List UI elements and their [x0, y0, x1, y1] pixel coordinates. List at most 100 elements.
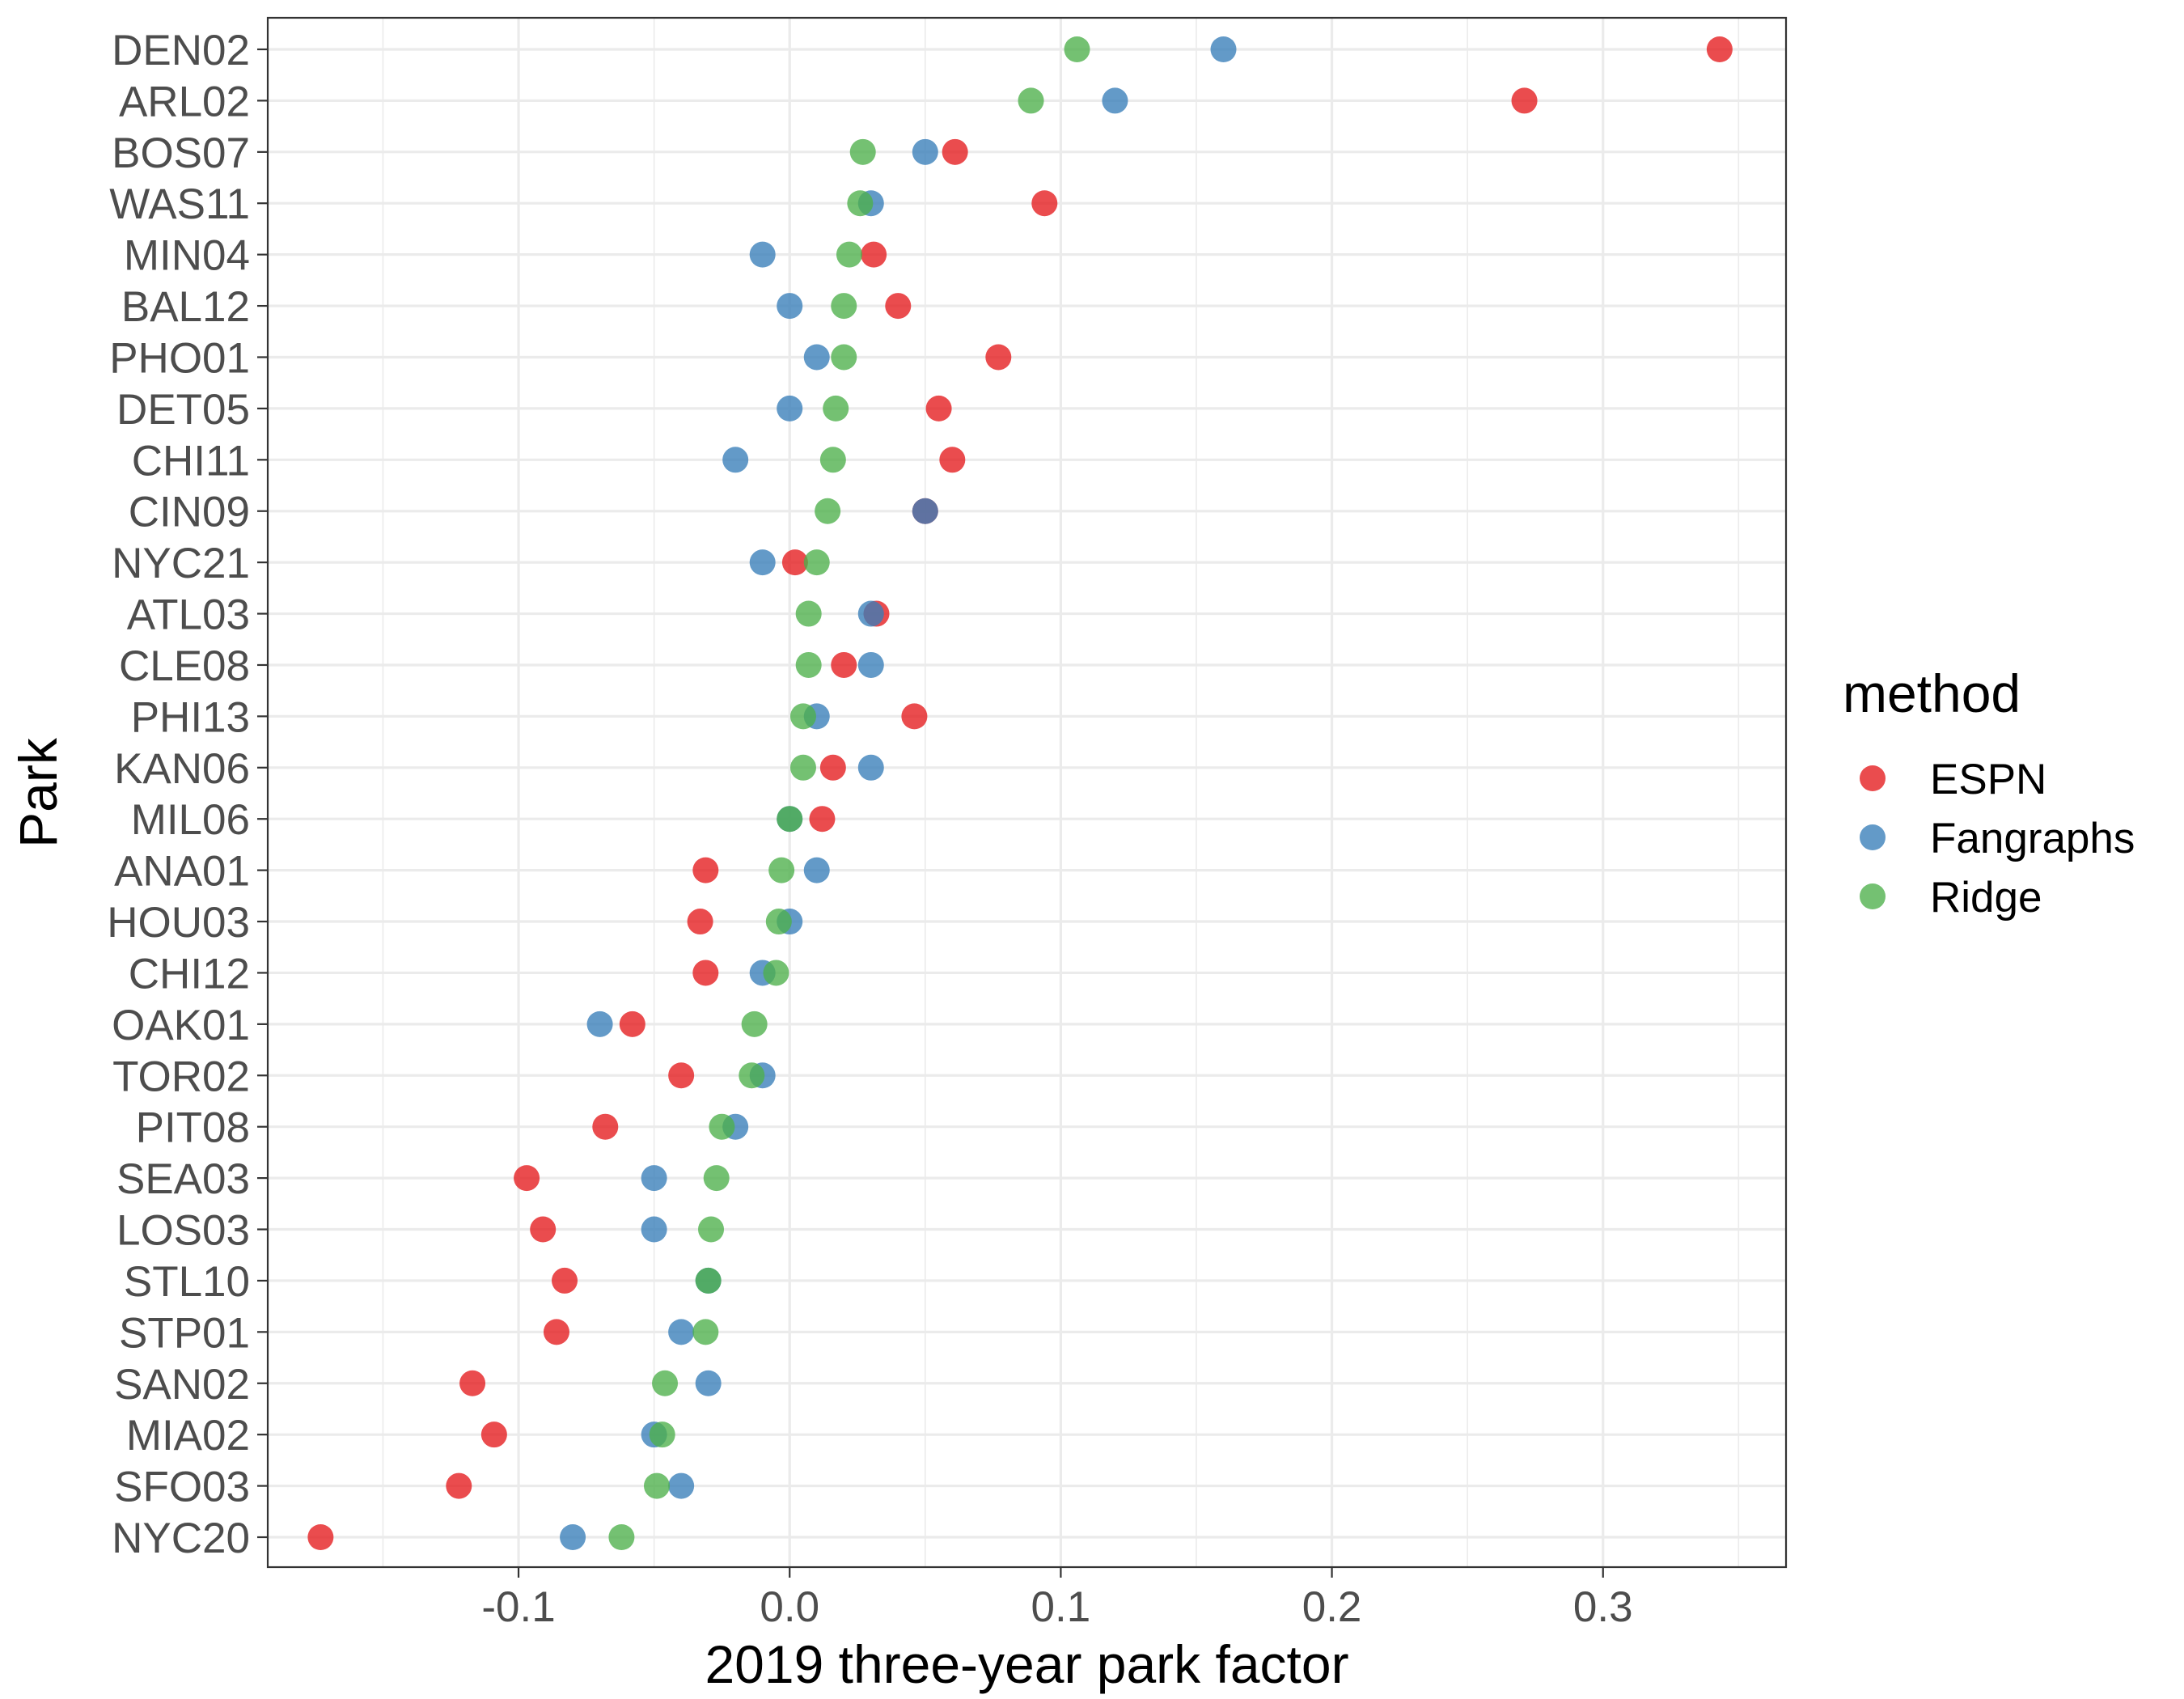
y-tick-label-stl10: STL10	[124, 1258, 250, 1306]
point-fangraphs-kan06	[857, 754, 884, 781]
point-espn-mil06	[809, 806, 836, 833]
point-espn-den02	[1706, 36, 1733, 62]
y-tick-label-atl03: ATL03	[127, 591, 250, 639]
point-espn-oak01	[619, 1011, 645, 1037]
point-fangraphs-arl02	[1102, 87, 1128, 114]
point-fangraphs-san02	[695, 1370, 722, 1396]
legend-key-espn	[1860, 765, 1886, 791]
point-ridge-chi11	[819, 447, 846, 473]
y-tick-label-bos07: BOS07	[112, 129, 250, 177]
x-tick-label: 0.0	[760, 1583, 819, 1631]
point-fangraphs-los03	[641, 1216, 667, 1243]
point-ridge-phi13	[789, 703, 816, 730]
point-espn-min04	[861, 241, 887, 268]
point-espn-nyc20	[307, 1524, 334, 1550]
y-tick-label-pho01: PHO01	[109, 334, 250, 382]
y-tick-label-mia02: MIA02	[126, 1412, 250, 1460]
point-espn-was11	[1031, 190, 1058, 217]
point-fangraphs-atl03	[857, 600, 884, 627]
point-ridge-min04	[836, 241, 862, 268]
point-ridge-bal12	[831, 293, 857, 320]
point-ridge-was11	[847, 190, 874, 217]
point-fangraphs-cin09	[912, 498, 938, 524]
y-tick-label-arl02: ARL02	[119, 78, 250, 125]
point-espn-kan06	[819, 754, 846, 781]
y-tick-label-hou03: HOU03	[107, 899, 250, 947]
y-tick-label-bal12: BAL12	[121, 283, 250, 331]
point-espn-stp01	[543, 1319, 569, 1345]
point-ridge-los03	[698, 1216, 725, 1243]
legend-label-fangraphs: Fangraphs	[1930, 815, 2135, 862]
point-fangraphs-min04	[749, 241, 776, 268]
point-ridge-kan06	[789, 754, 816, 781]
x-axis-title: 2019 three-year park factor	[705, 1634, 1348, 1694]
point-espn-mia02	[480, 1421, 507, 1448]
point-espn-arl02	[1511, 87, 1538, 114]
panel-border	[266, 16, 1788, 1569]
y-tick-label-kan06: KAN06	[114, 745, 250, 793]
point-ridge-den02	[1064, 36, 1090, 62]
point-espn-hou03	[687, 909, 713, 935]
point-espn-sea03	[514, 1165, 540, 1192]
y-tick-label-min04: MIN04	[124, 232, 250, 280]
point-espn-los03	[530, 1216, 557, 1243]
y-tick-label-ana01: ANA01	[114, 848, 250, 896]
x-tick-label: 0.3	[1573, 1583, 1633, 1631]
point-ridge-atl03	[795, 600, 822, 627]
point-espn-nyc21	[781, 549, 808, 576]
point-fangraphs-det05	[777, 395, 803, 422]
point-ridge-chi12	[763, 960, 789, 986]
x-axis-ticks: -0.1 0.0 0.1 0.2 0.3	[481, 1567, 1633, 1631]
point-espn-tor02	[668, 1062, 695, 1089]
x-tick-label: 0.1	[1031, 1583, 1091, 1631]
x-tick-label: 0.2	[1302, 1583, 1362, 1631]
legend: method ESPN Fangraphs Ridge	[1843, 663, 2135, 922]
point-ridge-cle08	[795, 651, 822, 678]
point-espn-san02	[459, 1370, 486, 1396]
y-tick-label-oak01: OAK01	[112, 1002, 250, 1049]
point-ridge-hou03	[765, 909, 792, 935]
point-ridge-sfo03	[643, 1472, 670, 1499]
point-ridge-cin09	[815, 498, 841, 524]
point-fangraphs-sfo03	[668, 1472, 695, 1499]
point-fangraphs-chi11	[722, 447, 749, 473]
point-espn-ana01	[692, 857, 719, 883]
point-espn-chi11	[939, 447, 966, 473]
y-tick-label-det05: DET05	[116, 386, 250, 434]
y-tick-label-phi13: PHI13	[131, 693, 250, 741]
y-tick-label-mil06: MIL06	[131, 796, 250, 844]
panel-background	[268, 18, 1786, 1567]
y-tick-label-was11: WAS11	[109, 180, 250, 228]
point-fangraphs-stp01	[668, 1319, 695, 1345]
point-espn-bos07	[942, 138, 968, 165]
point-ridge-tor02	[739, 1062, 765, 1089]
y-tick-label-den02: DEN02	[112, 27, 250, 74]
point-espn-cle08	[831, 651, 857, 678]
point-ridge-sea03	[703, 1165, 730, 1192]
point-fangraphs-bal12	[777, 293, 803, 320]
point-fangraphs-oak01	[586, 1011, 613, 1037]
y-tick-label-tor02: TOR02	[112, 1053, 250, 1100]
point-espn-sfo03	[446, 1472, 472, 1499]
y-tick-label-sea03: SEA03	[116, 1155, 250, 1203]
point-ridge-stp01	[692, 1319, 719, 1345]
point-ridge-pho01	[831, 344, 857, 371]
legend-label-espn: ESPN	[1930, 756, 2046, 803]
point-ridge-oak01	[741, 1011, 768, 1037]
y-axis-title: Park	[8, 737, 68, 848]
point-fangraphs-sea03	[641, 1165, 667, 1192]
point-espn-stl10	[552, 1267, 578, 1294]
point-fangraphs-pho01	[803, 344, 830, 371]
point-espn-pho01	[985, 344, 1012, 371]
point-ridge-mil06	[777, 806, 803, 833]
point-fangraphs-den02	[1210, 36, 1237, 62]
point-ridge-ana01	[768, 857, 795, 883]
point-ridge-stl10	[695, 1267, 722, 1294]
legend-label-ridge: Ridge	[1930, 874, 2042, 922]
point-ridge-mia02	[649, 1421, 675, 1448]
point-ridge-san02	[652, 1370, 679, 1396]
point-fangraphs-ana01	[803, 857, 830, 883]
y-tick-label-los03: LOS03	[116, 1207, 250, 1255]
point-fangraphs-nyc21	[749, 549, 776, 576]
